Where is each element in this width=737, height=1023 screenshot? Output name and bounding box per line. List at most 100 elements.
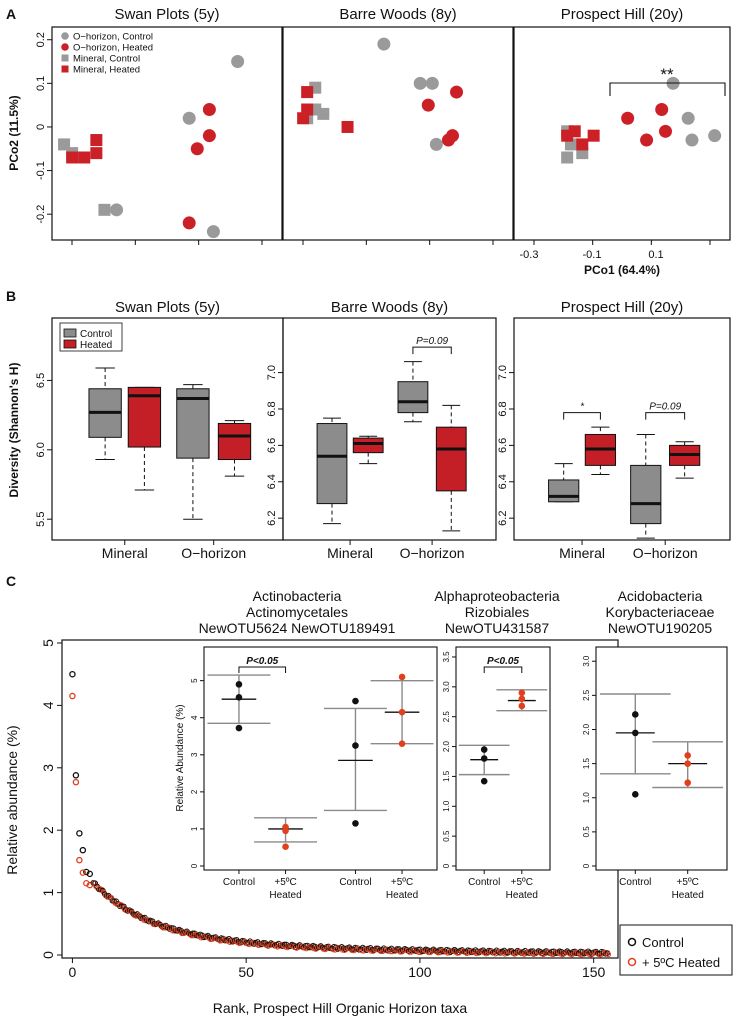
diversity-boxplot-panel: Swan Plots (5y) 5.5 6.0 6.5 Mineral O−horizon… [7,299,731,561]
panel-label-a: A [6,6,16,22]
y-tick-label: 3.0 [582,655,591,667]
sample-point [632,711,639,718]
x-tick-label: +5ºC [677,877,699,888]
pcoa-point [421,98,435,112]
y-tick-label: 5 [190,678,199,683]
boxplot-title: Barre Woods (8y) [331,299,448,316]
inset-title: NewOTU5624 NewOTU189491 [199,620,396,636]
legend-label: Heated [80,340,112,351]
inset-title: Korybacteriaceae [606,604,715,620]
boxplot-1: Swan Plots (5y) 5.5 6.0 6.5 Mineral O−horizon… [35,299,284,561]
y-tick-label: 1.5 [582,758,591,770]
pcoa-point [658,124,672,138]
y-tick-label: 1.5 [442,770,451,782]
sample-point [352,820,359,827]
significance-label: * [580,402,585,413]
otu-inset-panels: ActinobacteriaActinomycetalesNewOTU5624 … [175,588,728,901]
y-tick-label: 2.0 [582,723,591,735]
y-tick-label: 6.6 [497,438,509,453]
pcoa-point [301,86,314,99]
x-tick-label: Heated [386,890,418,901]
y-tick-label: 1 [190,826,199,831]
pcoa-title: Swan Plots (5y) [114,6,219,23]
legend-swatch [63,328,77,338]
iqr-box [176,388,210,459]
iqr-box [548,479,580,503]
inset-plot-3: AcidobacteriaKorybacteriaceaeNewOTU19020… [582,588,728,901]
sample-point [518,702,526,710]
boxplot-box [548,463,580,503]
rank-point [76,830,83,837]
significance-bracket [609,82,726,96]
x-tick-label: Heated [672,890,704,901]
pcoa-point [182,111,196,125]
mean-errorbar [599,693,671,798]
inset-title: NewOTU190205 [608,620,712,636]
significance-label: P=0.09 [649,402,681,413]
pcoa-plot-3: Prospect Hill (20y) -0.3 -0.1 0.1 PCo1 (64.4… [513,6,731,277]
y-tick-label: 0.5 [582,826,591,838]
x-tick-label: Control [223,877,255,888]
y-tick-label: -0.1 [35,161,47,180]
x-tick-label: Mineral [559,545,605,561]
y-tick-label: 3 [40,764,56,772]
y-tick-label: -0.2 [35,205,47,224]
x-tick-label: +5ºC [391,877,413,888]
boxplot-2: Barre Woods (8y) 6.2 6.4 6.6 6.8 7.0 Mineral O−… [266,299,497,561]
plot-frame [203,646,438,871]
rank-point [168,925,175,931]
pcoa-point [450,85,464,99]
sample-point [632,791,639,798]
y-tick-label: 1 [40,888,56,896]
pcoa-point [561,129,574,142]
pcoa-point [90,147,103,160]
pcoa-plot-1: Swan Plots (5y) -0.2 -0.1 0 0.1 0.2 O−horizon,… [35,6,283,245]
pcoa-point [202,129,216,143]
plot-frame [455,646,551,871]
sample-point [352,697,359,705]
boxplot-title: Swan Plots (5y) [115,299,220,316]
plot-frame [513,26,731,241]
inset-title: Actinobacteria [253,588,342,604]
legend-marker [61,54,69,62]
x-tick-label: 100 [408,964,432,980]
mean-errorbar [254,817,318,851]
inset-title: NewOTU431587 [445,620,549,636]
y-tick-label: 6.8 [266,401,278,416]
pcoa-point [685,133,699,147]
sample-point [684,779,691,787]
y-tick-label: 3 [190,752,199,757]
boxplot-box [669,441,701,479]
pcoa-point [190,142,204,156]
pcoa-point [90,134,103,147]
y-tick-label: 7.0 [266,365,278,380]
y-tick-label: 4 [190,715,199,720]
mean-errorbar [370,673,434,747]
rank-point [69,692,76,700]
sample-point [235,694,243,701]
y-tick-label: 0 [35,124,47,130]
iqr-box [397,381,429,414]
y-tick-label: 0.1 [35,76,47,91]
x-tick-label: +5ºC [511,877,533,888]
x-tick-label: -0.1 [583,249,602,261]
sample-point [684,752,691,759]
x-axis-label: PCo1 (64.4%) [584,263,660,277]
boxplot-box [584,426,617,475]
mean-errorbar [458,744,510,785]
x-tick-label: Control [468,877,500,888]
y-tick-label: 2.5 [442,711,451,723]
y-tick-label: 4 [40,701,56,709]
plot-frame [282,317,497,541]
boxplot-box [397,361,429,423]
y-tick-label: 5 [40,639,56,647]
x-tick-label: O−horizon [633,545,698,561]
x-tick-label: Control [619,877,651,888]
pcoa-point [708,129,722,143]
y-tick-label: 3.5 [442,651,451,663]
significance-bracket [483,666,523,673]
iqr-box [217,422,252,461]
sample-point [518,695,526,703]
x-tick-label: Heated [269,890,301,901]
